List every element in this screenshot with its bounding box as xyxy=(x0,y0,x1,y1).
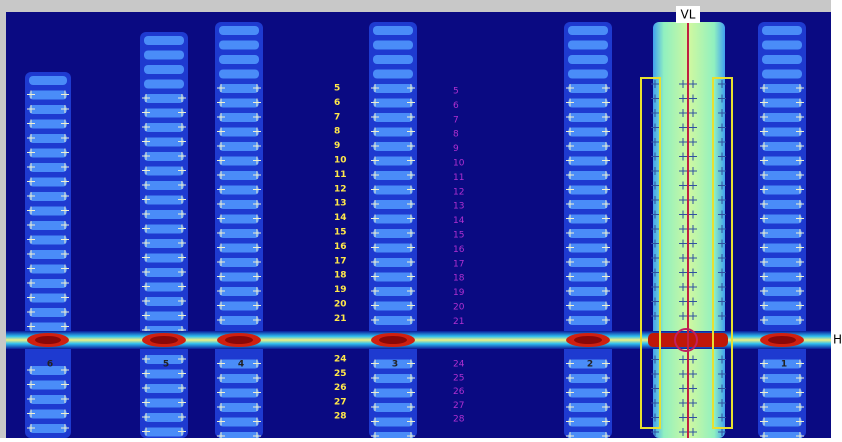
row-label: 10 xyxy=(334,156,347,166)
column-label: 3 xyxy=(392,360,398,370)
row-label-alt: 6 xyxy=(453,101,459,111)
margin xyxy=(831,0,842,438)
row-label: 6 xyxy=(334,98,340,108)
hot-core xyxy=(225,336,253,344)
row-label-alt: 7 xyxy=(453,115,459,125)
hot-core xyxy=(574,336,602,344)
row-label-alt: 11 xyxy=(453,173,464,183)
row-label: 21 xyxy=(334,314,347,324)
stripe xyxy=(373,432,413,438)
row-label: 24 xyxy=(334,355,347,365)
row-label-alt: 26 xyxy=(453,387,465,397)
column-label: 5 xyxy=(163,360,169,370)
stripe xyxy=(762,55,802,64)
row-label-alt: 5 xyxy=(453,87,459,97)
stripe xyxy=(144,36,184,45)
stripe xyxy=(219,70,259,79)
row-label: 26 xyxy=(334,383,347,393)
row-label-alt: 25 xyxy=(453,373,464,383)
row-label: 8 xyxy=(334,127,340,137)
stripe xyxy=(568,41,608,50)
stripe xyxy=(29,76,67,85)
stripe xyxy=(373,55,413,64)
hot-core xyxy=(150,336,178,344)
column-label: 1 xyxy=(781,360,787,370)
row-label: 28 xyxy=(334,412,347,422)
row-label-alt: 20 xyxy=(453,303,465,313)
page: {"top_label": "VL", "right_label": "H", … xyxy=(0,0,842,438)
row-label: 19 xyxy=(334,285,347,295)
stripe xyxy=(568,432,608,438)
row-label-alt: 21 xyxy=(453,317,464,327)
row-label: 18 xyxy=(334,271,347,281)
row-label: 20 xyxy=(334,300,347,310)
row-label: 11 xyxy=(334,170,347,180)
row-label: 25 xyxy=(334,369,347,379)
row-label: 14 xyxy=(334,213,347,223)
hot-core xyxy=(35,336,61,344)
stripe xyxy=(762,26,802,35)
row-label-alt: 8 xyxy=(453,130,459,140)
stripe xyxy=(568,55,608,64)
column-label: 2 xyxy=(587,360,593,370)
row-label: 9 xyxy=(334,141,340,151)
row-label-alt: 10 xyxy=(453,159,465,169)
row-label-alt: 9 xyxy=(453,144,459,154)
row-label-alt: 27 xyxy=(453,401,464,411)
stripe xyxy=(762,41,802,50)
h-label: H xyxy=(833,333,842,347)
row-label-alt: 18 xyxy=(453,274,465,284)
stripe xyxy=(144,51,184,60)
row-label: 15 xyxy=(334,228,347,238)
stripe xyxy=(219,55,259,64)
stripe xyxy=(568,70,608,79)
stripe xyxy=(144,80,184,89)
row-label: 12 xyxy=(334,184,347,194)
stripe xyxy=(762,70,802,79)
row-label-alt: 28 xyxy=(453,415,465,425)
row-label-alt: 19 xyxy=(453,288,465,298)
stripe xyxy=(373,70,413,79)
row-label: 17 xyxy=(334,256,347,266)
row-label-alt: 15 xyxy=(453,231,464,241)
stripe xyxy=(219,26,259,35)
stripe xyxy=(568,26,608,35)
stripe xyxy=(219,432,259,438)
row-label: 7 xyxy=(334,112,340,122)
stripe xyxy=(373,26,413,35)
column-label: 6 xyxy=(47,360,53,370)
row-label-alt: 13 xyxy=(453,202,464,212)
column-label: 4 xyxy=(238,360,244,370)
row-label-alt: 24 xyxy=(453,360,465,370)
row-label-alt: 17 xyxy=(453,259,464,269)
stripe xyxy=(219,41,259,50)
row-label: 5 xyxy=(334,84,340,94)
stripe xyxy=(144,65,184,74)
row-label-alt: 14 xyxy=(453,216,465,226)
hot-core xyxy=(768,336,796,344)
hot-core xyxy=(379,336,407,344)
stripe xyxy=(762,432,802,438)
row-label-alt: 16 xyxy=(453,245,465,255)
stripe xyxy=(373,41,413,50)
row-label: 13 xyxy=(334,199,347,209)
row-label-alt: 12 xyxy=(453,187,464,197)
detector-image: VL H 65432156789101112131415161718192021… xyxy=(0,0,842,438)
vl-label: VL xyxy=(681,8,696,22)
row-label: 16 xyxy=(334,242,347,252)
row-label: 27 xyxy=(334,397,347,407)
